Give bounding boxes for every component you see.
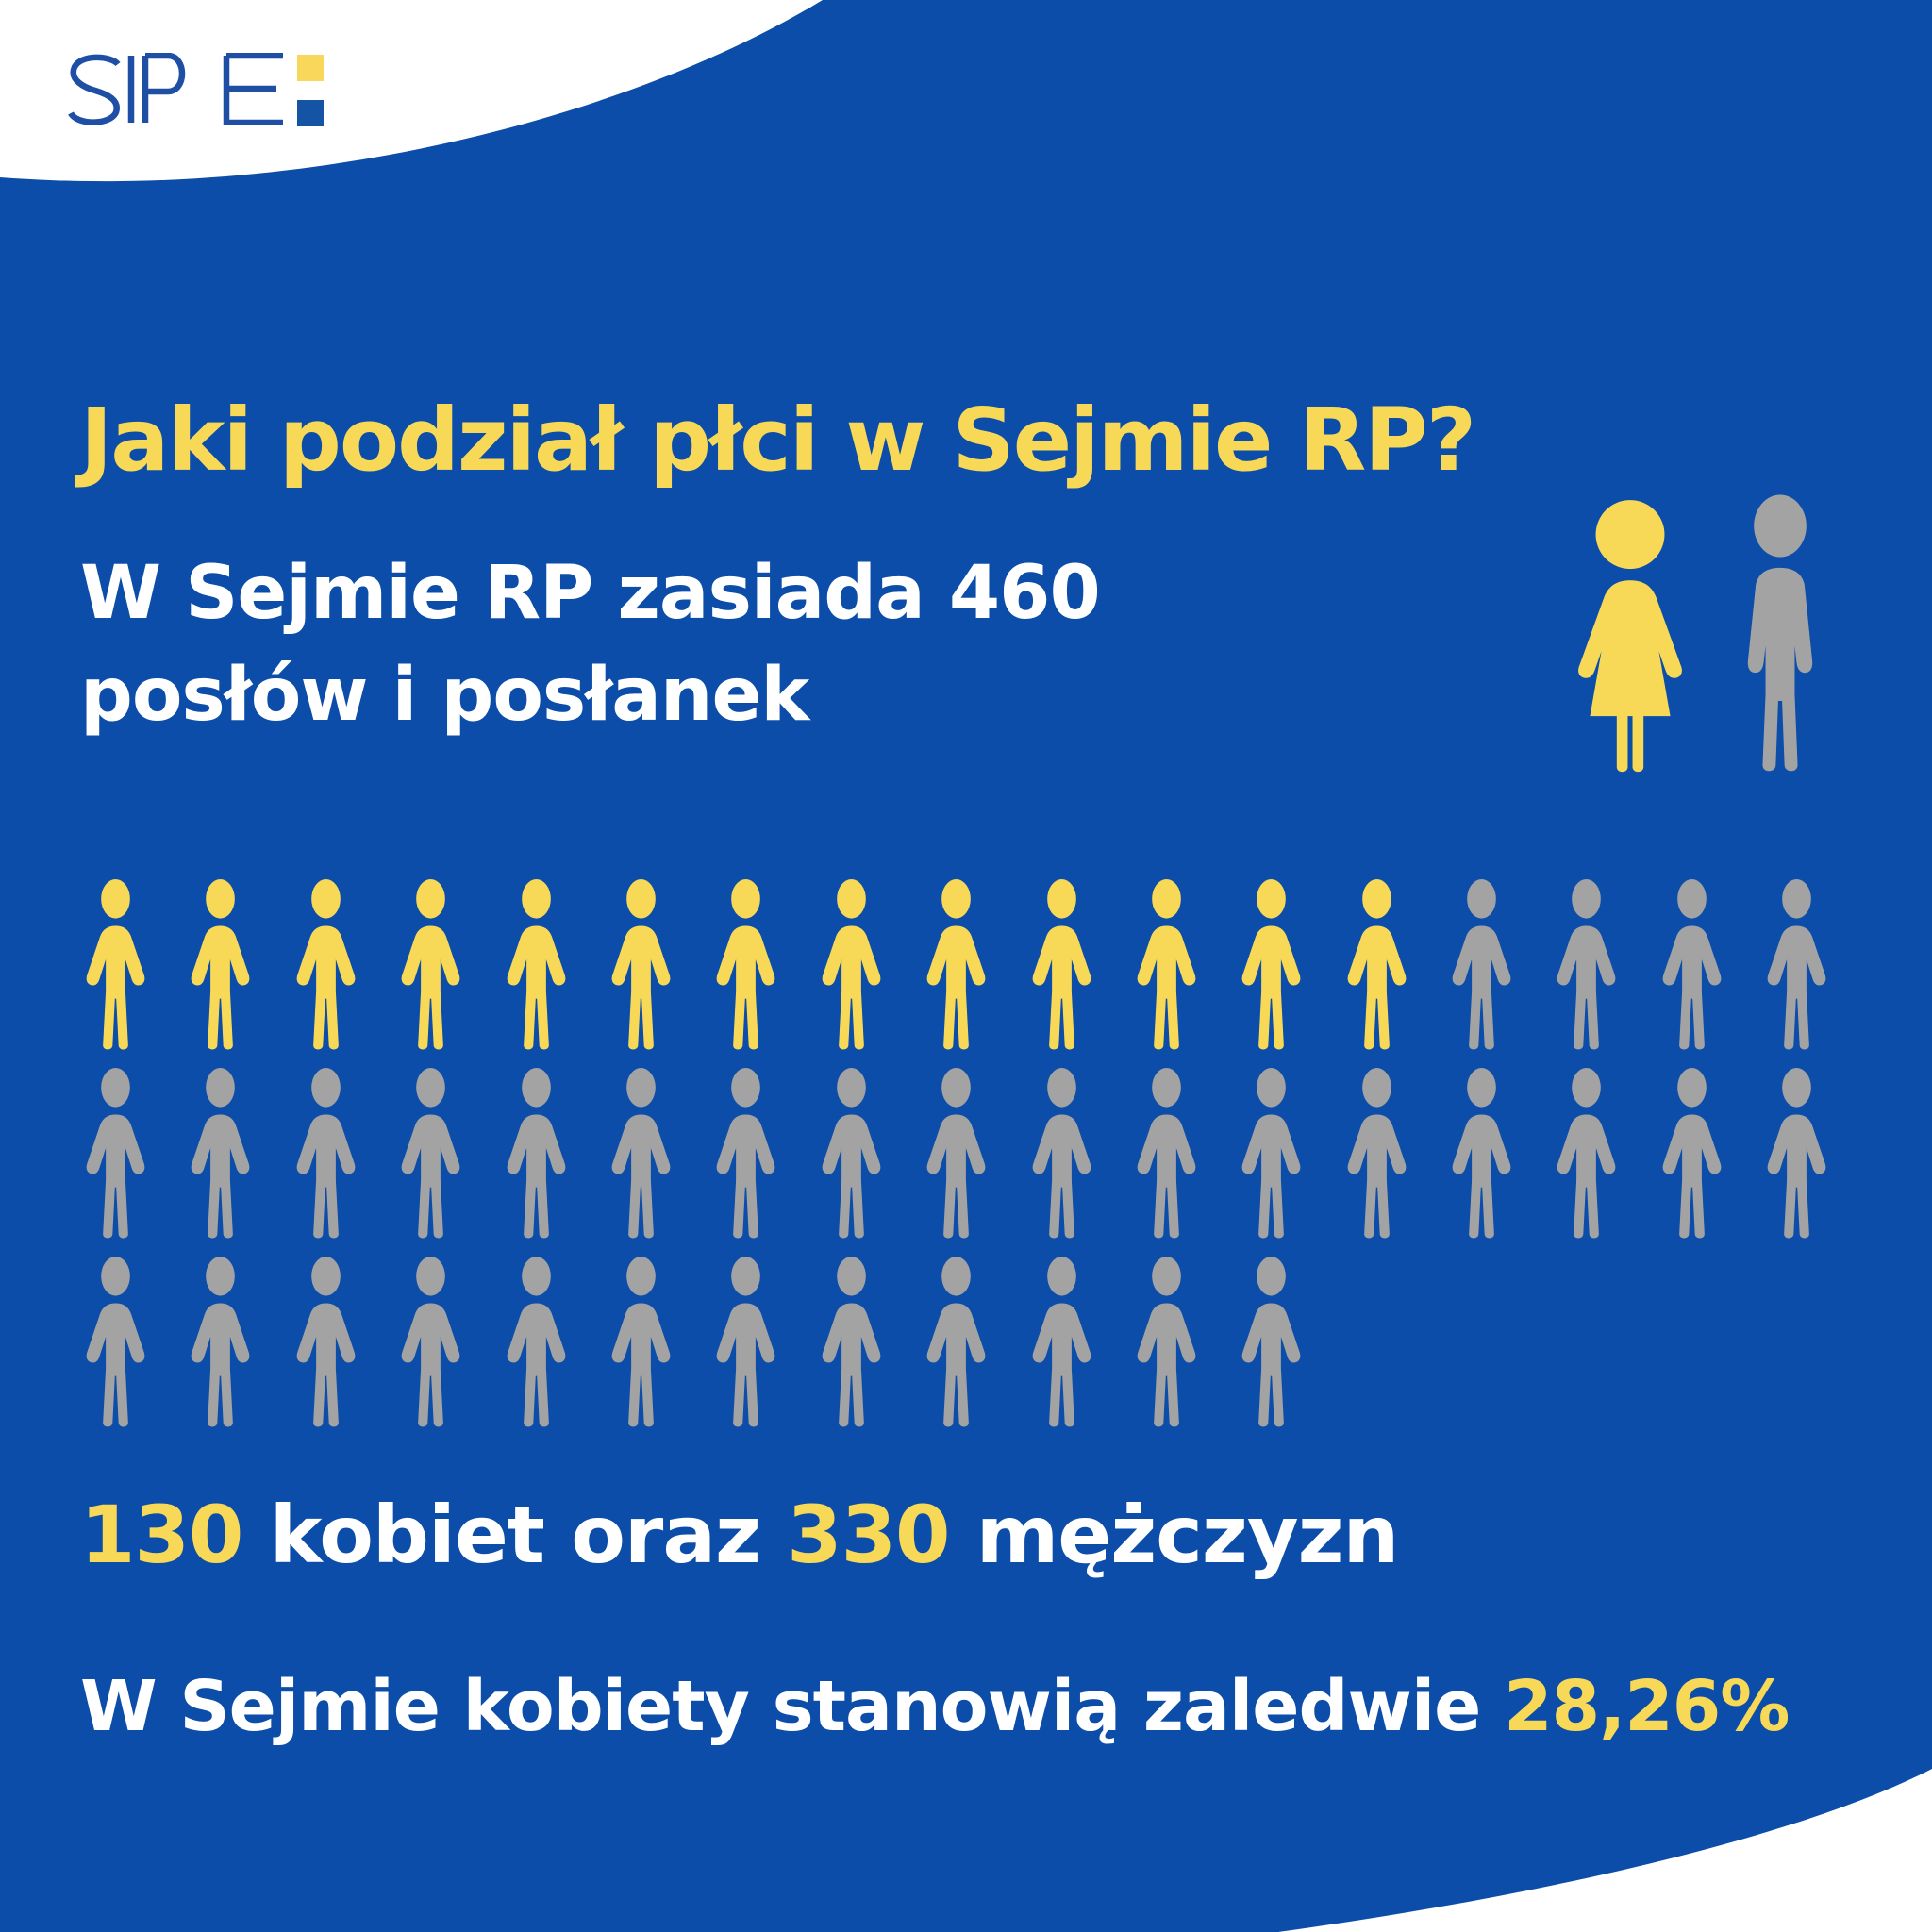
pictogram-row (74, 1067, 1839, 1256)
person-icon-man (1020, 1067, 1104, 1242)
person-icon-man (1544, 878, 1628, 1054)
person-icon-man (284, 1067, 368, 1242)
person-icon-man (1335, 1067, 1419, 1242)
pictogram-row (74, 878, 1839, 1067)
person-icon-woman (599, 878, 683, 1054)
person-icon-man (809, 1256, 893, 1431)
person-icon-woman (389, 878, 473, 1054)
subtitle: W Sejmie RP zasiada 460 posłów i posłane… (80, 542, 1101, 746)
person-icon-man (809, 1067, 893, 1242)
women-count: 130 (80, 1489, 243, 1581)
person-icon-man (494, 1067, 578, 1242)
person-icon-man (389, 1256, 473, 1431)
person-icon-man (74, 1256, 158, 1431)
men-label: mężczyzn (949, 1489, 1400, 1581)
logo-mark-blue-square (297, 100, 324, 126)
top-left-white-curve (0, 0, 823, 182)
person-icon-man (1229, 1067, 1313, 1242)
women-label: kobiet oraz (242, 1489, 788, 1581)
person-icon-woman (178, 878, 262, 1054)
person-icon-woman (1020, 878, 1104, 1054)
person-icon-man (178, 1256, 262, 1431)
percent-prefix: W Sejmie kobiety stanowią zaledwie (80, 1666, 1505, 1747)
person-icon-woman (1229, 878, 1313, 1054)
person-icon-woman (914, 878, 998, 1054)
person-icon-man (1124, 1067, 1208, 1242)
sipe-logo (68, 53, 408, 175)
person-icon-man (1229, 1256, 1313, 1431)
logo-mark-yellow-square (297, 55, 324, 81)
person-icon-man (74, 1067, 158, 1242)
person-icon-man (1544, 1067, 1628, 1242)
subtitle-line-2: posłów i posłanek (80, 653, 809, 738)
bottom-right-white-curve (1278, 1769, 1932, 1932)
person-icon-man (494, 1256, 578, 1431)
person-icon-man (599, 1256, 683, 1431)
person-icon-man (704, 1256, 788, 1431)
person-icon-man (914, 1067, 998, 1242)
man-icon (1747, 494, 1813, 772)
person-icon-woman (1124, 878, 1208, 1054)
gender-legend-icons (1558, 491, 1851, 785)
stat-percent-line: W Sejmie kobiety stanowią zaledwie 28,26… (80, 1666, 1790, 1747)
woman-icon (1578, 500, 1682, 773)
person-icon-man (1755, 878, 1839, 1054)
person-icon-woman (494, 878, 578, 1054)
person-icon-man (1755, 1067, 1839, 1242)
person-icon-man (914, 1256, 998, 1431)
person-icon-man (389, 1067, 473, 1242)
pictogram-grid (74, 878, 1839, 1444)
person-icon-man (178, 1067, 262, 1242)
person-icon-man (1020, 1256, 1104, 1431)
page-title: Jaki podział płci w Sejmie RP? (80, 389, 1476, 491)
subtitle-line-1: W Sejmie RP zasiada 460 (80, 551, 1101, 636)
person-icon-man (1440, 878, 1524, 1054)
person-icon-woman (704, 878, 788, 1054)
person-icon-woman (74, 878, 158, 1054)
stat-counts-line: 130 kobiet oraz 330 mężczyzn (80, 1489, 1400, 1581)
person-icon-woman (809, 878, 893, 1054)
person-icon-man (284, 1256, 368, 1431)
person-icon-man (1124, 1256, 1208, 1431)
person-icon-man (599, 1067, 683, 1242)
men-count: 330 (787, 1489, 950, 1581)
person-icon-woman (1335, 878, 1419, 1054)
person-icon-man (1650, 1067, 1734, 1242)
pictogram-row (74, 1256, 1839, 1444)
person-icon-man (704, 1067, 788, 1242)
person-icon-man (1650, 878, 1734, 1054)
sipe-logo-letters (68, 53, 283, 125)
person-icon-woman (284, 878, 368, 1054)
person-icon-man (1440, 1067, 1524, 1242)
women-percent: 28,26% (1504, 1666, 1790, 1747)
